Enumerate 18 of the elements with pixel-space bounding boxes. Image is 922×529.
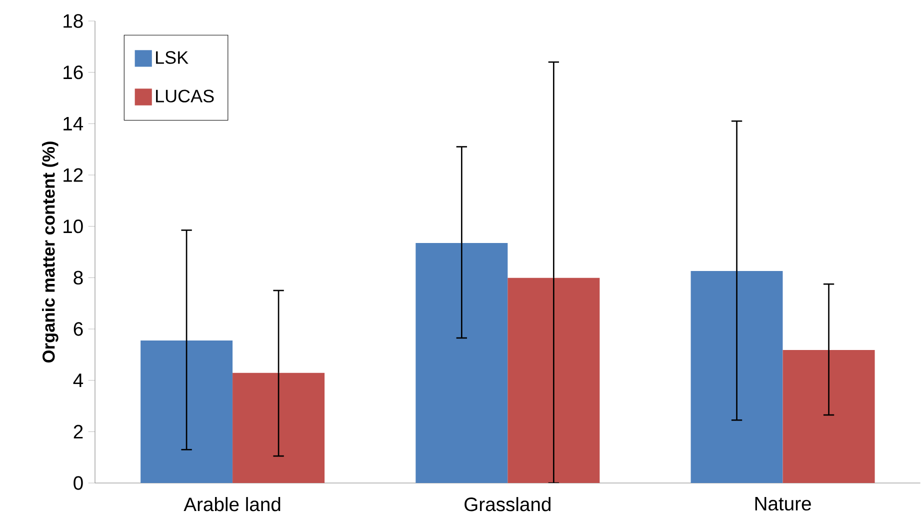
y-tick-label: 10 bbox=[64, 219, 83, 234]
x-tick-label: Arable land bbox=[184, 497, 280, 512]
x-tick-label: Grassland bbox=[464, 497, 550, 512]
y-tick-label: 18 bbox=[64, 14, 83, 28]
bar bbox=[782, 350, 875, 483]
y-tick-label: 16 bbox=[64, 65, 83, 80]
y-tick-label: 6 bbox=[74, 322, 83, 336]
bar bbox=[416, 243, 508, 483]
x-tick-label: Nature bbox=[755, 497, 811, 511]
legend-label: LUCAS bbox=[156, 90, 214, 102]
legend-label: LSK bbox=[156, 51, 188, 64]
y-tick-label: 14 bbox=[64, 117, 84, 130]
y-tick-label: 2 bbox=[74, 424, 83, 438]
y-tick-label: 4 bbox=[73, 374, 84, 387]
y-tick-label: 0 bbox=[74, 476, 83, 490]
y-tick-label: 12 bbox=[64, 168, 83, 182]
y-tick-label: 8 bbox=[74, 270, 83, 285]
y-axis-title: Organic matter content (%) bbox=[42, 142, 58, 363]
